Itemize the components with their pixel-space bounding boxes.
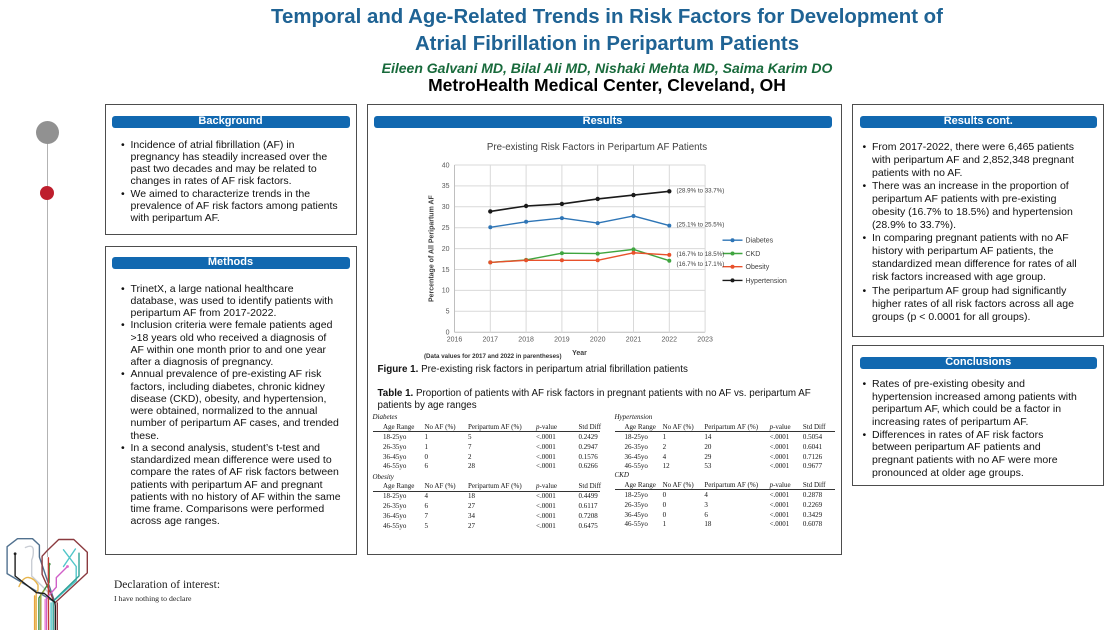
svg-text:2020: 2020 [589, 337, 605, 344]
svg-text:20: 20 [441, 246, 449, 253]
svg-text:(16.7% to 18.5%): (16.7% to 18.5%) [676, 251, 724, 258]
svg-text:5: 5 [445, 309, 449, 316]
svg-text:2023: 2023 [697, 337, 713, 344]
svg-text:(25.1% to 25.5%): (25.1% to 25.5%) [676, 221, 724, 228]
svg-text:CKD: CKD [745, 251, 760, 258]
svg-text:0: 0 [445, 330, 449, 337]
svg-text:2019: 2019 [554, 337, 570, 344]
svg-text:(16.7% to 17.1%): (16.7% to 17.1%) [676, 261, 724, 268]
svg-text:10: 10 [441, 288, 449, 295]
svg-text:Diabetes: Diabetes [745, 238, 773, 245]
svg-text:(28.9% to 33.7%): (28.9% to 33.7%) [676, 187, 724, 194]
svg-text:15: 15 [441, 267, 449, 274]
svg-text:Year: Year [572, 350, 587, 357]
svg-text:2016: 2016 [446, 337, 462, 344]
svg-text:25: 25 [441, 225, 449, 232]
svg-text:Obesity: Obesity [745, 264, 769, 271]
svg-text:40: 40 [441, 162, 449, 169]
svg-text:2018: 2018 [518, 337, 534, 344]
svg-text:2021: 2021 [625, 337, 641, 344]
svg-text:2022: 2022 [661, 337, 677, 344]
svg-text:35: 35 [441, 183, 449, 190]
svg-text:30: 30 [441, 204, 449, 211]
svg-text:Percentage of All Peripartum A: Percentage of All Peripartum AF [428, 194, 435, 302]
svg-text:2017: 2017 [482, 337, 498, 344]
svg-text:Hypertension: Hypertension [745, 278, 786, 285]
